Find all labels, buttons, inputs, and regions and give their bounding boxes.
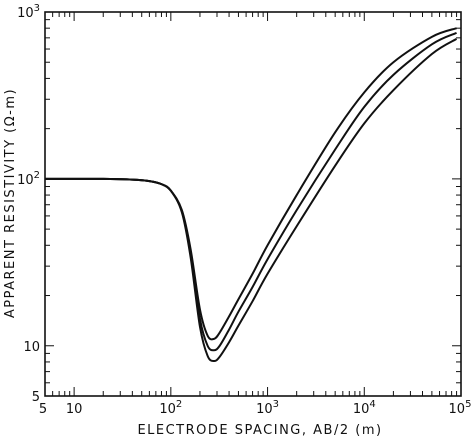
x-tick-labels: 5 10 102 103 104 105 [39,399,472,417]
y-tick-label-0: 5 [32,390,40,405]
y-tick-label-3: 103 [17,3,40,21]
y-axis-title: APPARENT RESISTIVITY (Ω-m) [3,88,18,318]
x-tick-label-5: 105 [449,399,472,417]
x-axis-title: ELECTRODE SPACING, AB/2 (m) [137,423,382,438]
y-tick-label-1: 10 [23,340,40,355]
curves [44,27,458,363]
y-tick-labels: 5 10 102 103 [17,3,40,405]
y-tick-label-2: 102 [17,170,40,188]
x-tick-label-4: 104 [353,399,376,417]
x-tick-label-3: 103 [256,399,279,417]
axis-ticks [44,12,461,397]
x-tick-label-2: 102 [159,399,182,417]
curve-3 [44,38,458,363]
x-tick-label-0: 5 [39,402,47,417]
x-tick-label-1: 10 [66,402,83,417]
